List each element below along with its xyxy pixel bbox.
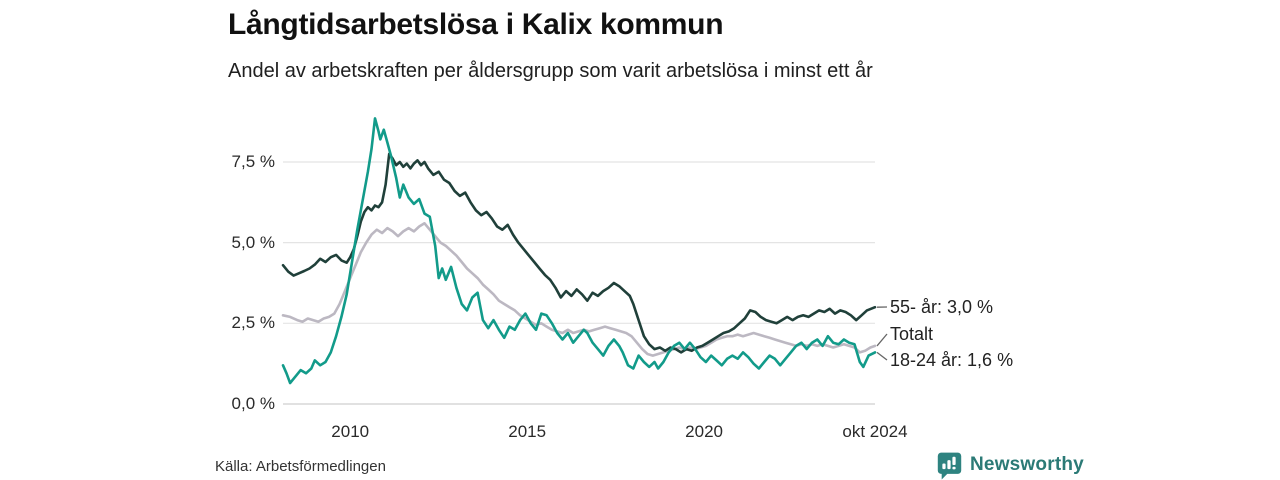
end-label-connector [876,351,888,361]
page-title: Långtidsarbetslösa i Kalix kommun [228,8,724,41]
end-label-connector [876,333,888,347]
series-end-label-18-24: 18-24 år: 1,6 % [890,350,1014,370]
series-end-label-totalt: Totalt [890,324,934,344]
brand-name: Newsworthy [970,454,1084,475]
series-line-55--år [281,152,877,354]
x-axis-tick-label: 2010 [331,422,370,441]
series-end-label-55: 55- år: 3,0 % [890,297,994,317]
x-axis-tick-label: 2015 [508,422,547,441]
series-line-Totalt [281,222,877,357]
x-axis-tick-label: okt 2024 [842,422,908,441]
source-note: Källa: Arbetsförmedlingen [215,458,386,475]
newsworthy-branding: Newsworthy [936,450,1084,480]
series-line-18-24-år [281,117,877,385]
y-axis-tick-label: 5,0 % [231,232,275,252]
page-subtitle: Andel av arbetskraften per åldersgrupp s… [228,60,873,82]
x-axis-tick-label: 2020 [685,422,723,441]
y-axis-tick-label: 7,5 % [231,151,275,171]
bar-chart-speech-bubble-icon [937,452,962,479]
y-axis-tick-label: 0,0 % [231,394,275,413]
y-axis-tick-label: 2,5 % [231,313,275,333]
